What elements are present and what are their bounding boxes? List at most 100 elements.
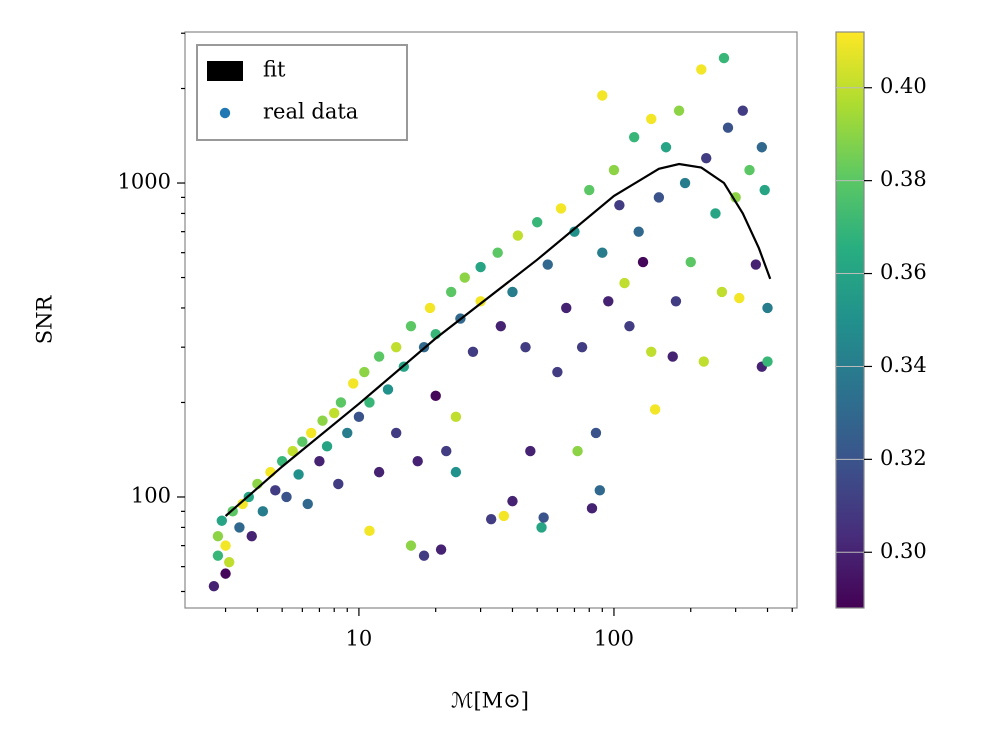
scatter-point <box>525 445 536 457</box>
scatter-point <box>498 510 510 522</box>
scatter-point <box>698 356 709 367</box>
scatter-point <box>576 341 588 353</box>
plot-frame <box>184 31 798 609</box>
scatter-point <box>220 540 231 551</box>
scatter-point <box>359 366 370 378</box>
scatter-point <box>302 498 313 510</box>
scatter-point <box>364 525 375 537</box>
scatter-point <box>614 199 625 211</box>
scatter-point <box>646 346 657 358</box>
scatter-point <box>435 544 447 555</box>
y-axis-label: SNR <box>33 295 57 345</box>
scatter-point <box>624 320 635 332</box>
scatter-point <box>342 427 353 439</box>
legend-marker <box>219 107 231 119</box>
scatter-point <box>673 105 685 116</box>
scatter-point <box>660 142 672 153</box>
scatter-point <box>633 226 644 237</box>
scatter-point <box>485 513 497 525</box>
scatter-point <box>552 366 563 378</box>
scatter-point <box>234 522 245 533</box>
scatter-point <box>603 296 614 307</box>
scatter-point <box>317 415 328 426</box>
scatter-point <box>722 122 734 133</box>
legend: fit real data <box>196 44 408 141</box>
scatter-point <box>364 397 375 408</box>
y-tick-label: 1000 <box>118 170 171 194</box>
scatter-point <box>667 351 678 362</box>
scatter-point <box>467 346 479 358</box>
scatter-point <box>373 466 385 478</box>
scatter-point <box>270 485 281 496</box>
scatter-point <box>759 184 770 196</box>
x-tick-label: 100 <box>594 627 634 651</box>
scatter-point <box>710 208 721 219</box>
scatter-point <box>608 164 620 176</box>
scatter-point <box>405 320 417 332</box>
scatter-point <box>475 296 486 307</box>
scatter-point <box>405 540 417 551</box>
x-tick-label: 10 <box>346 627 373 651</box>
scatter-point <box>212 550 224 561</box>
colorbar-tick-label: 0.34 <box>880 353 927 377</box>
scatter-point <box>597 90 608 101</box>
scatter-point <box>538 512 549 523</box>
fit-line <box>224 162 772 517</box>
scatter-point <box>507 495 518 507</box>
scatter-point <box>507 286 518 298</box>
scatter-point <box>696 64 707 75</box>
colorbar <box>835 31 865 609</box>
scatter-point <box>594 485 606 496</box>
scatter-point <box>744 164 755 176</box>
scatter-point <box>569 226 580 237</box>
scatter-point <box>685 256 696 268</box>
scatter-point <box>536 522 547 533</box>
scatter-point <box>737 105 748 116</box>
scatter-point <box>450 466 462 478</box>
scatter-point <box>382 384 394 395</box>
colorbar-tick-label: 0.36 <box>880 260 927 284</box>
scatter-point <box>441 445 452 457</box>
scatter-point <box>450 411 462 423</box>
scatter-point <box>701 152 712 164</box>
scatter-point <box>216 515 228 526</box>
scatter-point <box>670 296 682 307</box>
scatter-point <box>333 478 344 490</box>
colorbar-tick-label: 0.38 <box>880 167 927 191</box>
scatter-point <box>306 427 317 439</box>
scatter-point <box>619 277 630 289</box>
scatter-point <box>750 259 762 270</box>
legend-box <box>196 44 408 141</box>
scatter-point <box>314 456 325 467</box>
scatter-point <box>335 397 347 408</box>
colorbar-tick-label: 0.30 <box>880 539 927 563</box>
scatter-point <box>590 427 602 439</box>
scatter-point <box>293 469 304 480</box>
scatter-point <box>584 184 595 196</box>
scatter-point <box>287 445 298 457</box>
scatter-point <box>353 411 365 423</box>
scatter-point <box>572 445 583 457</box>
scatter-point <box>237 498 248 510</box>
scatter-point <box>424 302 436 314</box>
scatter-point <box>637 256 649 268</box>
scatter-point <box>762 356 773 367</box>
scatter-point <box>555 203 567 214</box>
scatter-point <box>653 192 665 203</box>
scatter-point <box>390 427 402 439</box>
scatter-point <box>756 142 768 153</box>
scatter-point <box>281 491 292 503</box>
scatter-point <box>329 407 340 419</box>
scatter-point <box>246 531 257 542</box>
scatter-point <box>495 320 507 332</box>
colorbar-tick-label: 0.32 <box>880 446 927 470</box>
scatter-point <box>373 351 385 362</box>
legend-label: fit <box>263 58 286 82</box>
scatter-point <box>459 272 470 283</box>
scatter-point <box>321 441 333 452</box>
scatter-point <box>762 302 773 314</box>
scatter-point <box>679 177 691 189</box>
scatter-point <box>418 550 430 561</box>
colorbar-tick-label: 0.40 <box>880 74 927 98</box>
